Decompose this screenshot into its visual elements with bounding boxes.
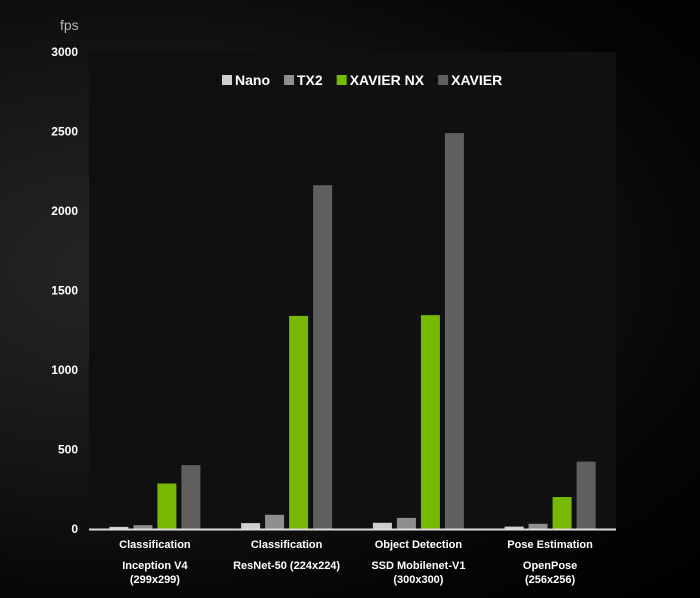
legend: Nano TX2 XAVIER NX XAVIER	[222, 72, 502, 88]
bar-nano	[504, 526, 524, 529]
legend-swatch	[284, 75, 294, 85]
x-category-label: SSD Mobilenet-V1	[371, 560, 465, 572]
x-category-label: ResNet-50 (224x224)	[233, 560, 340, 572]
bar-xavier-nx	[420, 315, 440, 529]
y-tick-label: 1500	[51, 284, 78, 298]
y-tick-label: 1000	[51, 363, 78, 377]
legend-label: TX2	[297, 72, 323, 88]
bar-tx2	[133, 525, 153, 529]
x-category-label: OpenPose	[523, 560, 577, 572]
plot-area	[89, 52, 616, 529]
bar-nano	[109, 526, 129, 529]
y-tick-label: 500	[58, 443, 78, 457]
x-category-label: Inception V4	[122, 560, 188, 572]
x-category-label: (300x300)	[393, 574, 443, 586]
legend-swatch	[222, 75, 232, 85]
legend-swatch	[438, 75, 449, 85]
x-category-label: (256x256)	[525, 574, 575, 586]
x-axis-labels: Classification Inception V4 (299x299) Class…	[119, 539, 593, 586]
bar-nano	[241, 523, 261, 529]
y-tick-label: 2000	[51, 204, 78, 218]
bar-xavier	[181, 465, 201, 529]
bar-tx2	[265, 514, 285, 529]
legend-swatch	[336, 75, 347, 85]
y-axis-label: fps	[60, 17, 79, 33]
bar-xavier-nx	[289, 315, 309, 529]
bar-nano	[372, 522, 392, 529]
bar-xavier	[576, 461, 596, 529]
legend-label: Nano	[235, 72, 270, 88]
legend-label: XAVIER	[451, 72, 502, 88]
x-category-label: Object Detection	[375, 539, 463, 551]
bar-series	[109, 133, 596, 529]
y-axis-ticks: 0 500 1000 1500 2000 2500 3000	[51, 45, 78, 536]
x-category-label: Classification	[251, 539, 323, 551]
x-category-label: Pose Estimation	[507, 539, 593, 551]
y-tick-label: 0	[71, 522, 78, 536]
bar-tx2	[528, 523, 548, 529]
y-tick-label: 2500	[51, 125, 78, 139]
bar-xavier	[313, 185, 333, 529]
x-category-label: (299x299)	[130, 574, 180, 586]
legend-label: XAVIER NX	[350, 72, 425, 88]
bar-xavier	[444, 133, 464, 529]
bar-xavier-nx	[157, 483, 177, 529]
x-category-label: Classification	[119, 539, 191, 551]
bar-tx2	[396, 517, 416, 529]
y-tick-label: 3000	[51, 45, 78, 59]
bar-xavier-nx	[552, 497, 572, 529]
